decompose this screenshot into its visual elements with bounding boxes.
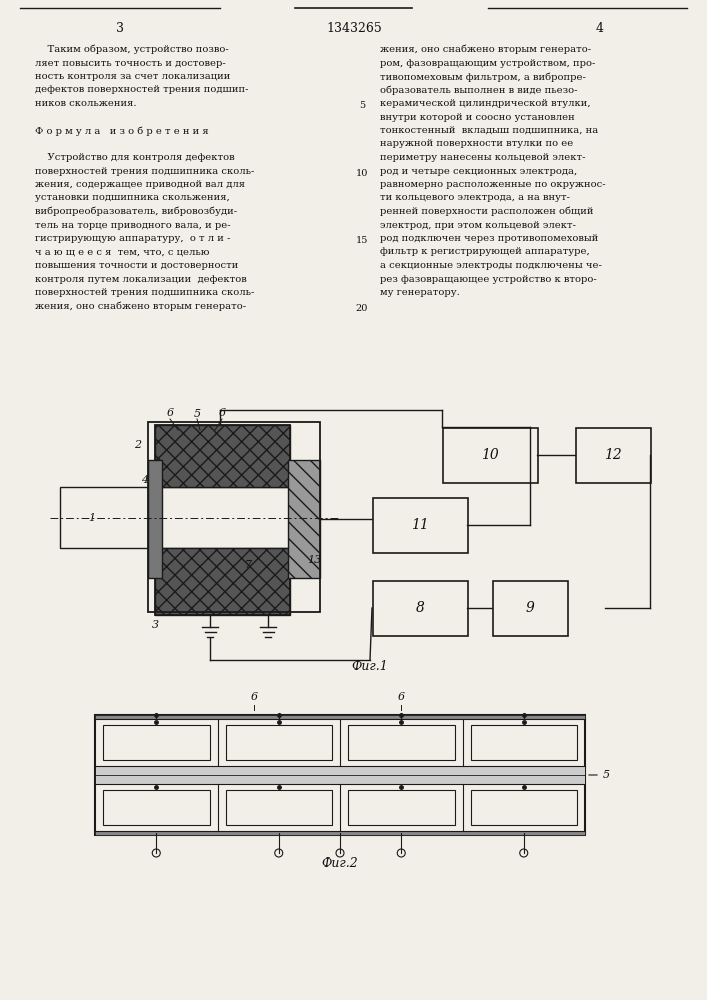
- Text: род и четыре секционных электрода,: род и четыре секционных электрода,: [380, 166, 577, 176]
- Bar: [443, 428, 537, 483]
- Text: Ф о р м у л а   и з о б р е т е н и я: Ф о р м у л а и з о б р е т е н и я: [35, 126, 209, 135]
- Bar: [226, 725, 332, 760]
- Text: 5: 5: [603, 770, 610, 780]
- Text: ляет повысить точность и достовер-: ляет повысить точность и достовер-: [35, 58, 226, 68]
- Bar: [95, 715, 585, 719]
- Text: 3: 3: [116, 22, 124, 35]
- Text: 9: 9: [525, 601, 534, 615]
- Bar: [470, 725, 577, 760]
- Text: Фиг.2: Фиг.2: [322, 857, 358, 870]
- Bar: [373, 497, 467, 552]
- Text: жения, оно снабжено вторым генерато-: жения, оно снабжено вторым генерато-: [35, 302, 246, 311]
- Text: 1: 1: [88, 513, 95, 523]
- Text: 4: 4: [596, 22, 604, 35]
- Text: тонкостенный  вкладыш подшипника, на: тонкостенный вкладыш подшипника, на: [380, 126, 598, 135]
- Bar: [155, 425, 290, 487]
- Text: тель на торце приводного вала, и ре-: тель на торце приводного вала, и ре-: [35, 221, 230, 230]
- Text: а секционные электроды подключены че-: а секционные электроды подключены че-: [380, 261, 602, 270]
- Bar: [373, 580, 467, 636]
- Text: Таким образом, устройство позво-: Таким образом, устройство позво-: [35, 45, 229, 54]
- Text: установки подшипника скольжения,: установки подшипника скольжения,: [35, 194, 230, 202]
- Bar: [348, 790, 455, 825]
- Text: 13: 13: [307, 555, 321, 565]
- Text: 11: 11: [411, 518, 429, 532]
- Text: 3: 3: [151, 620, 158, 630]
- Text: 20: 20: [356, 304, 368, 313]
- Text: периметру нанесены кольцевой элект-: периметру нанесены кольцевой элект-: [380, 153, 585, 162]
- Text: ти кольцевого электрода, а на внут-: ти кольцевого электрода, а на внут-: [380, 194, 570, 202]
- Text: 10: 10: [356, 169, 368, 178]
- Text: Фиг.1: Фиг.1: [351, 660, 388, 673]
- Text: му генератору.: му генератору.: [380, 288, 460, 297]
- Bar: [95, 715, 585, 835]
- Text: 7: 7: [245, 560, 252, 570]
- Text: 5: 5: [194, 409, 201, 419]
- Text: 15: 15: [356, 236, 368, 245]
- Text: вибропреобразователь, вибровозбуди-: вибропреобразователь, вибровозбуди-: [35, 207, 237, 217]
- Text: поверхностей трения подшипника сколь-: поверхностей трения подшипника сколь-: [35, 288, 255, 297]
- Text: внутри которой и соосно установлен: внутри которой и соосно установлен: [380, 112, 575, 121]
- Text: жения, содержащее приводной вал для: жения, содержащее приводной вал для: [35, 180, 245, 189]
- Text: жения, оно снабжено вторым генерато-: жения, оно снабжено вторым генерато-: [380, 45, 591, 54]
- Bar: [155, 548, 290, 615]
- Text: род подключен через противопомеховый: род подключен через противопомеховый: [380, 234, 598, 243]
- Bar: [348, 725, 455, 760]
- Text: 6: 6: [397, 692, 405, 702]
- Text: 6: 6: [166, 408, 173, 418]
- Text: 8: 8: [416, 601, 424, 615]
- Bar: [103, 725, 209, 760]
- Text: 1343265: 1343265: [326, 22, 382, 35]
- Text: ников скольжения.: ников скольжения.: [35, 99, 136, 108]
- Text: контроля путем локализации  дефектов: контроля путем локализации дефектов: [35, 274, 247, 284]
- Text: тивопомеховым фильтром, а вибропре-: тивопомеховым фильтром, а вибропре-: [380, 72, 586, 82]
- Bar: [148, 460, 162, 578]
- Text: гистрирующую аппаратуру,  о т л и -: гистрирующую аппаратуру, о т л и -: [35, 234, 230, 243]
- Text: 6: 6: [251, 692, 258, 702]
- Text: электрод, при этом кольцевой элект-: электрод, при этом кольцевой элект-: [380, 221, 576, 230]
- Bar: [155, 425, 290, 615]
- Bar: [493, 580, 568, 636]
- Text: ром, фазовращающим устройством, про-: ром, фазовращающим устройством, про-: [380, 58, 595, 68]
- Text: наружной поверхности втулки по ее: наружной поверхности втулки по ее: [380, 139, 573, 148]
- Text: фильтр к регистрирующей аппаратуре,: фильтр к регистрирующей аппаратуре,: [380, 247, 590, 256]
- Bar: [575, 428, 650, 483]
- Text: образователь выполнен в виде пьезо-: образователь выполнен в виде пьезо-: [380, 86, 578, 95]
- Text: 10: 10: [481, 448, 499, 462]
- Text: равномерно расположенные по окружнос-: равномерно расположенные по окружнос-: [380, 180, 606, 189]
- Text: 4: 4: [141, 475, 148, 485]
- Text: ность контроля за счет локализации: ность контроля за счет локализации: [35, 72, 230, 81]
- Bar: [95, 831, 585, 835]
- Text: 5: 5: [359, 101, 365, 110]
- Bar: [226, 790, 332, 825]
- Text: повышения точности и достоверности: повышения точности и достоверности: [35, 261, 238, 270]
- Bar: [95, 766, 585, 784]
- Text: Устройство для контроля дефектов: Устройство для контроля дефектов: [35, 153, 235, 162]
- Text: 6: 6: [218, 408, 226, 418]
- Bar: [470, 790, 577, 825]
- Text: дефектов поверхностей трения подшип-: дефектов поверхностей трения подшип-: [35, 86, 248, 95]
- Text: рез фазовращающее устройство к второ-: рез фазовращающее устройство к второ-: [380, 274, 597, 284]
- Text: 2: 2: [134, 440, 141, 450]
- Text: поверхностей трения подшипника сколь-: поверхностей трения подшипника сколь-: [35, 166, 255, 176]
- Bar: [148, 422, 320, 612]
- Text: 12: 12: [604, 448, 622, 462]
- Bar: [288, 460, 320, 578]
- Text: керамической цилиндрической втулки,: керамической цилиндрической втулки,: [380, 99, 590, 108]
- Bar: [103, 790, 209, 825]
- Text: ч а ю щ е е с я  тем, что, с целью: ч а ю щ е е с я тем, что, с целью: [35, 247, 209, 256]
- Bar: [60, 487, 305, 548]
- Text: ренней поверхности расположен общий: ренней поверхности расположен общий: [380, 207, 593, 217]
